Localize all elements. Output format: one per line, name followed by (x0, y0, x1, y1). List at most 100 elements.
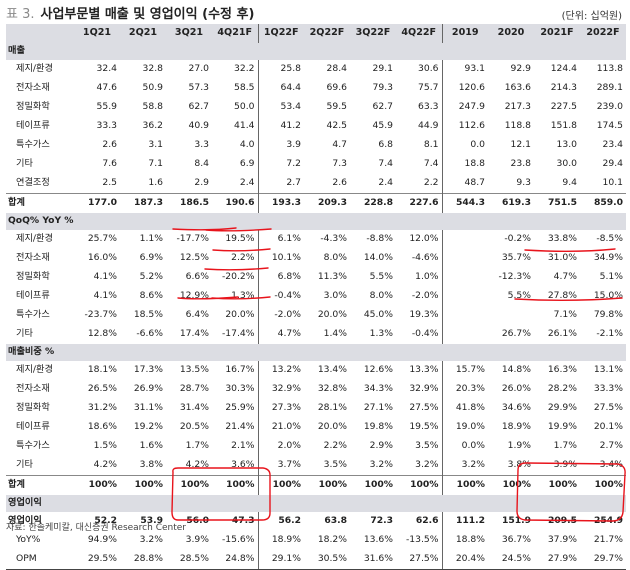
table-cell: 174.5 (596, 120, 623, 132)
section-title: QoQ% YoY % (6, 213, 626, 230)
table-cell: 28.4 (326, 63, 347, 75)
table-cell: 18.1% (87, 364, 117, 376)
table-cell: 289.1 (596, 82, 623, 94)
table-cell: 6.8 (378, 139, 393, 151)
table-cell: 2.9% (369, 440, 393, 452)
table-cell: 56.0 (186, 515, 209, 527)
row-label: 전자소재 (16, 82, 50, 94)
table-cell: 17.3% (133, 364, 163, 376)
table-cell: 12.5% (179, 252, 209, 264)
table-row: 정밀화학 31.2% 31.1% 31.4% 25.9% 27.3% 28.1% 27.1% 2… (6, 399, 626, 418)
table-cell: 10.1 (602, 177, 623, 189)
table-cell: 6.8% (257, 268, 304, 287)
table-cell: 62.7 (188, 101, 209, 113)
table-cell: 2.7 (257, 174, 304, 194)
table-cell: 31.1% (133, 402, 163, 414)
table-cell: 2.2% (231, 252, 255, 264)
table-cell: 7.6 (102, 158, 117, 170)
table-cell: 36.2 (142, 120, 163, 132)
table-cell: -6.6% (136, 328, 163, 340)
table-cell (441, 249, 488, 268)
row-label: 특수가스 (16, 139, 50, 151)
table-cell: 1.3% (369, 328, 393, 340)
table-cell: -0.4% (257, 287, 304, 306)
table-cell: 544.3 (441, 193, 488, 213)
table-cell: 29.4 (602, 158, 623, 170)
table-cell: 25.7% (87, 233, 117, 245)
table-cell: 118.8 (504, 120, 531, 132)
table-cell: 4.7 (332, 139, 347, 151)
table-cell: 50.9 (142, 82, 163, 94)
table-row: 특수가스 1.5% 1.6% 1.7% 2.1% 2.0% 2.2% 2.9% 3.5% 0.0%… (6, 437, 626, 456)
table-cell: 8.4 (194, 158, 209, 170)
table-cell: 187.3 (120, 193, 166, 213)
table-cell: 30.0 (556, 158, 577, 170)
table-cell: 2.2 (423, 177, 439, 189)
table-cell: 41.8% (441, 399, 488, 418)
row-label: 정밀화학 (16, 101, 50, 113)
table-cell: -0.2% (504, 233, 531, 245)
table-cell: 21.7% (593, 534, 623, 546)
table-row: 제지/환경 32.4 32.8 27.0 32.2 25.8 28.4 29.1 30.6 93.… (6, 60, 626, 79)
table-cell: 112.6 (441, 117, 488, 136)
table-cell: 23.8 (510, 158, 531, 170)
table-cell: 2.4 (378, 177, 393, 189)
table-cell: 3.9% (185, 534, 209, 546)
table-cell: 227.6 (396, 193, 442, 213)
table-cell: 48.7 (441, 174, 488, 194)
table-cell: -2.0% (257, 306, 304, 325)
table-cell: 619.3 (488, 193, 534, 213)
table-cell: 13.3% (409, 364, 439, 376)
table-row: 특수가스 -23.7% 18.5% 6.4% 20.0% -2.0% 20.0% 45.0% 1… (6, 306, 626, 325)
table-cell: 1.3% (231, 290, 255, 302)
column-header: 2022F (586, 27, 620, 39)
table-row: YoY% 94.9% 3.2% 3.9% -15.6% 18.9% 18.2% 13.6% -1… (6, 531, 626, 550)
table-title: 표 3. 사업부문별 매출 및 영업이익 (수정 후) (6, 3, 254, 22)
table-cell: 228.8 (350, 193, 396, 213)
table-title-text: 사업부문별 매출 및 영업이익 (수정 후) (40, 7, 255, 22)
table-cell: 28.5% (166, 550, 212, 570)
table-cell (441, 287, 488, 306)
table-cell: 79.8% (593, 309, 623, 321)
table-cell: 3.5% (415, 440, 439, 452)
table-cell: 7.1 (148, 158, 163, 170)
table-cell: 14.8% (501, 364, 531, 376)
table-cell: 42.5 (326, 120, 347, 132)
table-cell (441, 325, 488, 344)
table-row: 특수가스 2.6 3.1 3.3 4.0 3.9 4.7 6.8 8.1 0.0 12.1 13.0 2… (6, 136, 626, 155)
table-cell: 28.1% (317, 402, 347, 414)
table-cell: 19.3% (409, 309, 439, 321)
table-cell: 13.2% (257, 361, 304, 380)
table-cell: 100% (257, 475, 304, 495)
table-cell: 214.3 (550, 82, 577, 94)
row-label: 기타 (16, 158, 33, 170)
row-label: 테이프류 (16, 120, 50, 132)
table-cell: 62.7 (372, 101, 393, 113)
table-row: 테이프류 18.6% 19.2% 20.5% 21.4% 21.0% 20.0% 19.8% 1… (6, 418, 626, 437)
table-cell: 1.4% (323, 328, 347, 340)
section-title: 영업이익 (6, 495, 626, 512)
table-cell: 32.8% (317, 383, 347, 395)
table-row: 영업이익 52.2 53.9 56.0 47.3 56.2 63.8 72.3 62.6 111.… (6, 512, 626, 531)
table-cell: 58.8 (142, 101, 163, 113)
table-cell: 13.4% (317, 364, 347, 376)
table-cell: 3.0% (323, 290, 347, 302)
table-cell: 209.3 (304, 193, 350, 213)
table-cell: 859.0 (580, 193, 626, 213)
table-cell: 3.8% (507, 459, 531, 471)
section-header-row: 매출비중 % (6, 344, 626, 361)
table-cell: 27.3% (257, 399, 304, 418)
source-note: 자료: 한솔케미칼, 대신증권 Research Center (6, 523, 186, 533)
table-cell: 1.6% (139, 440, 163, 452)
section-title: 매출 (6, 43, 626, 60)
table-cell: 6.4% (185, 309, 209, 321)
table-cell: 4.7% (553, 271, 577, 283)
table-cell: 21.4% (225, 421, 255, 433)
table-cell: 32.8 (142, 63, 163, 75)
table-cell: 24.8% (212, 550, 258, 570)
table-row: 전자소재 26.5% 26.9% 28.7% 30.3% 32.9% 32.8% 34.3% 3… (6, 380, 626, 399)
table-cell: 63.3 (418, 101, 439, 113)
table-cell: 100% (120, 475, 166, 495)
table-cell: 1.7% (185, 440, 209, 452)
table-cell: 32.2 (234, 63, 255, 75)
